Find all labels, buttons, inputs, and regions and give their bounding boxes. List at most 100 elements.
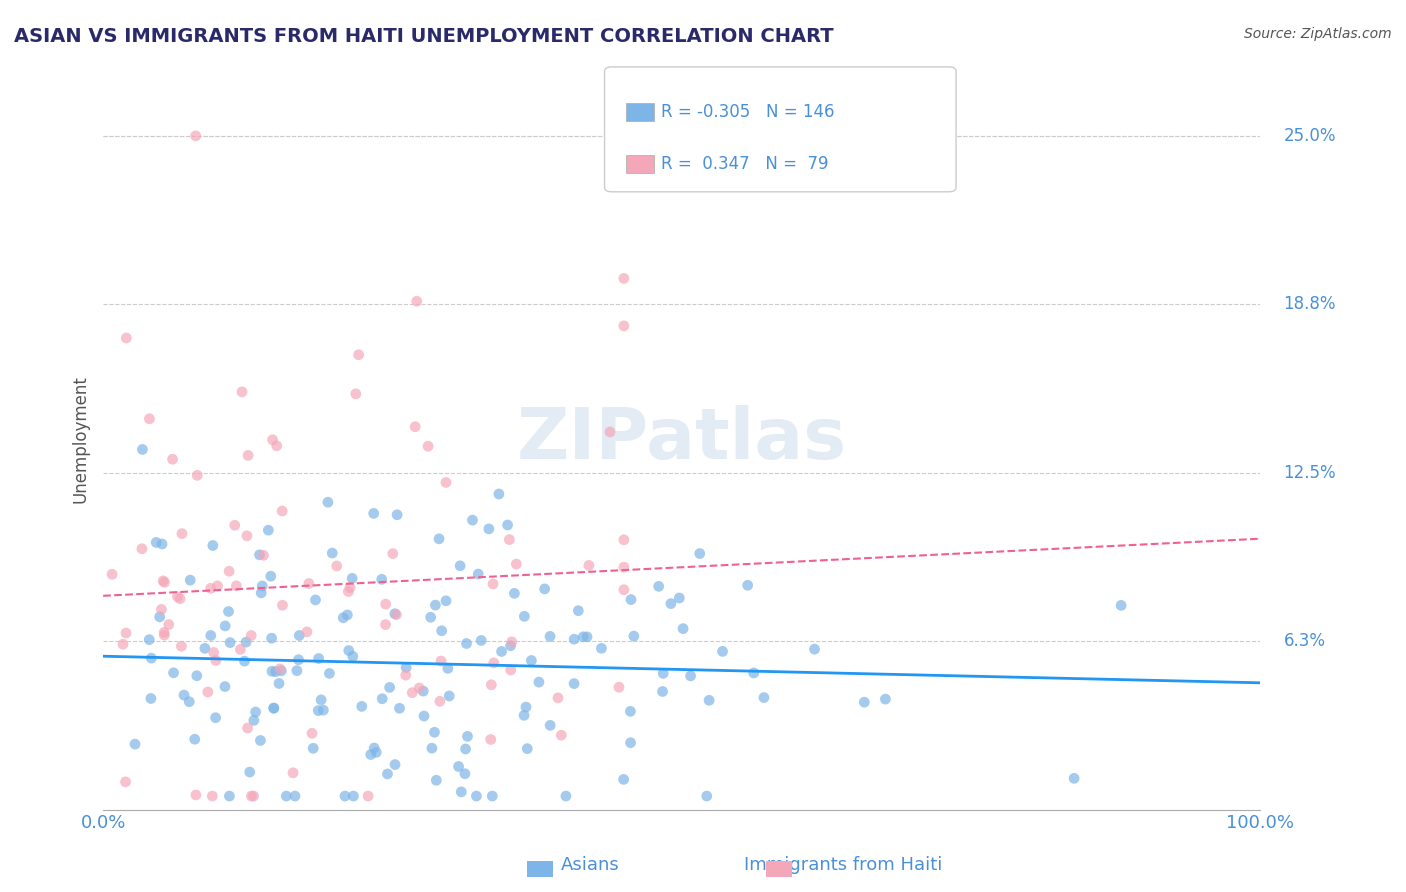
Point xyxy=(499,663,522,677)
Point xyxy=(240,628,263,642)
Point xyxy=(295,624,318,639)
Point xyxy=(454,766,477,780)
Point xyxy=(613,533,636,547)
Text: 12.5%: 12.5% xyxy=(1284,464,1336,482)
Point xyxy=(205,653,228,667)
Text: ASIAN VS IMMIGRANTS FROM HAITI UNEMPLOYMENT CORRELATION CHART: ASIAN VS IMMIGRANTS FROM HAITI UNEMPLOYM… xyxy=(14,27,834,45)
Point xyxy=(298,576,321,591)
Point xyxy=(620,592,643,607)
Point xyxy=(803,642,825,657)
Point xyxy=(496,518,519,533)
Point xyxy=(101,567,124,582)
Point xyxy=(200,628,222,642)
Point xyxy=(308,651,330,665)
Point xyxy=(236,721,259,735)
Point xyxy=(742,665,765,680)
Point xyxy=(304,593,326,607)
Point xyxy=(648,579,671,593)
Point xyxy=(243,714,266,728)
Point xyxy=(1063,772,1085,786)
Point xyxy=(697,693,720,707)
Point xyxy=(360,747,382,762)
Point xyxy=(271,504,294,518)
Point xyxy=(325,558,347,573)
Point xyxy=(425,773,447,788)
Point xyxy=(572,630,595,644)
Point xyxy=(307,704,329,718)
Point xyxy=(170,526,193,541)
Point xyxy=(366,745,388,759)
Point xyxy=(309,693,332,707)
Point xyxy=(263,701,285,715)
Point xyxy=(482,577,505,591)
Point xyxy=(711,644,734,658)
Point xyxy=(538,718,561,732)
Point xyxy=(562,632,585,647)
Point xyxy=(340,571,363,585)
Point xyxy=(478,522,501,536)
Point xyxy=(186,468,208,483)
Point xyxy=(591,641,613,656)
Point xyxy=(114,775,136,789)
Point xyxy=(488,487,510,501)
Point xyxy=(214,619,236,633)
Point xyxy=(613,560,636,574)
Point xyxy=(173,688,195,702)
Point xyxy=(336,607,359,622)
Point xyxy=(242,789,264,803)
Point xyxy=(179,695,201,709)
Point xyxy=(316,495,339,509)
Point xyxy=(124,737,146,751)
Point xyxy=(152,574,174,588)
Point xyxy=(423,725,446,739)
Point xyxy=(115,331,138,345)
Point xyxy=(434,594,457,608)
Point xyxy=(374,597,396,611)
Point xyxy=(429,694,451,708)
Point xyxy=(427,532,450,546)
Point xyxy=(301,726,323,740)
Text: R =  0.347   N =  79: R = 0.347 N = 79 xyxy=(661,155,828,173)
Point xyxy=(413,709,436,723)
Point xyxy=(481,789,503,803)
Point xyxy=(613,271,636,285)
Point xyxy=(224,518,246,533)
Point xyxy=(269,662,291,676)
Point xyxy=(236,449,259,463)
Point xyxy=(613,318,636,333)
Point xyxy=(550,728,572,742)
Point xyxy=(249,548,271,562)
Point xyxy=(270,664,292,678)
Point xyxy=(214,680,236,694)
Point xyxy=(302,741,325,756)
Point xyxy=(672,622,695,636)
Point xyxy=(651,684,673,698)
Point xyxy=(515,700,537,714)
Point xyxy=(404,419,426,434)
Point xyxy=(150,537,173,551)
Point xyxy=(607,680,630,694)
Point xyxy=(194,641,217,656)
Point xyxy=(503,586,526,600)
Point xyxy=(184,788,207,802)
Point xyxy=(141,651,163,665)
Point xyxy=(153,575,176,590)
Point xyxy=(225,579,247,593)
Point xyxy=(236,529,259,543)
Point xyxy=(659,597,682,611)
Point xyxy=(538,629,561,643)
Text: Source: ZipAtlas.com: Source: ZipAtlas.com xyxy=(1244,27,1392,41)
Point xyxy=(437,661,460,675)
Point xyxy=(204,711,226,725)
Point xyxy=(150,602,173,616)
Point xyxy=(527,675,550,690)
Point xyxy=(547,690,569,705)
Point xyxy=(430,654,453,668)
Point xyxy=(200,582,222,596)
Point xyxy=(378,681,401,695)
Point xyxy=(501,635,523,649)
Point xyxy=(285,664,308,678)
Point xyxy=(333,789,356,803)
Point xyxy=(218,564,240,578)
Point xyxy=(240,789,263,803)
